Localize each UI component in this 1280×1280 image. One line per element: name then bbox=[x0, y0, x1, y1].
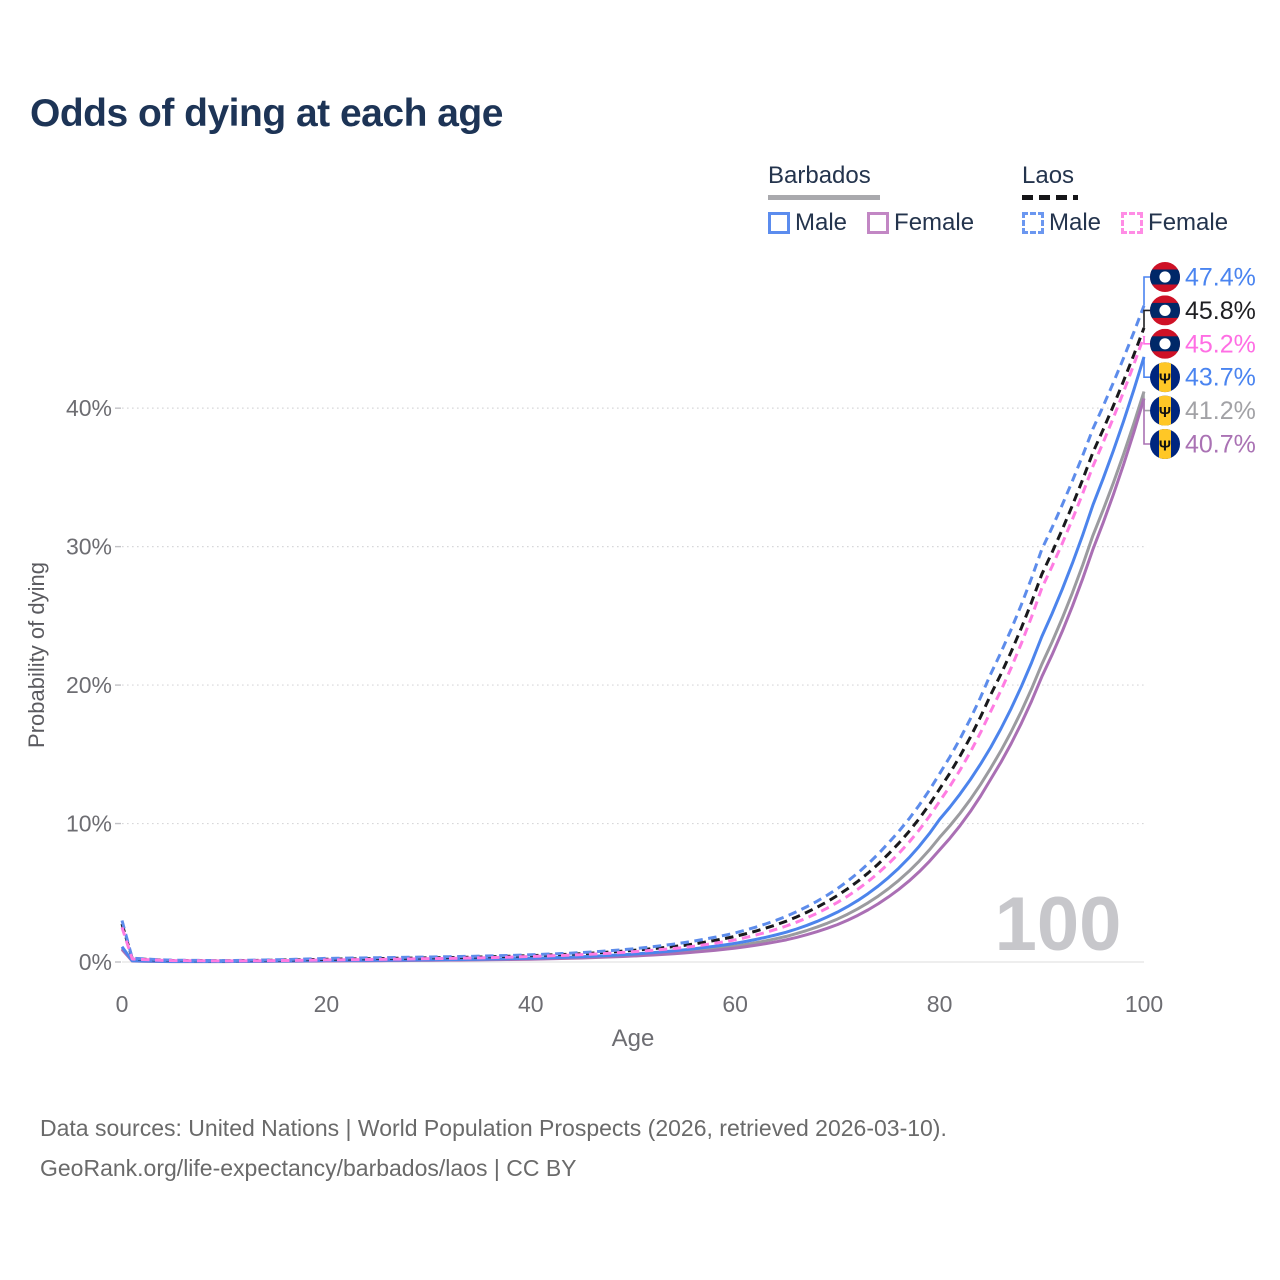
barbados-flag-icon: Ψ bbox=[1150, 395, 1180, 426]
legend-swatch-laos-male[interactable] bbox=[1022, 212, 1044, 234]
curve-barbados-both-sexes bbox=[120, 391, 1146, 964]
curve-laos-both-sexes bbox=[120, 327, 1146, 963]
y-axis-title: Probability of dying bbox=[24, 562, 49, 748]
legend-group-laos: Laos Male Female bbox=[1022, 162, 1228, 237]
legend-swatch-barbados-female[interactable] bbox=[867, 212, 890, 234]
x-tick-label: 20 bbox=[314, 991, 340, 1017]
attribution-line: GeoRank.org/life-expectancy/barbados/lao… bbox=[40, 1155, 577, 1181]
legend-label-barbados-male[interactable]: Male bbox=[795, 209, 848, 236]
legend-swatch-laos-female[interactable] bbox=[1121, 212, 1144, 234]
age-counter-watermark: 100 bbox=[995, 882, 1122, 967]
end-value-label: 45.2% bbox=[1185, 330, 1256, 358]
svg-text:Ψ: Ψ bbox=[1159, 371, 1171, 388]
legend-underline-laos bbox=[1022, 195, 1078, 200]
laos-flag-icon bbox=[1150, 328, 1180, 359]
y-tick-label: 0% bbox=[79, 949, 112, 975]
y-tick-label: 10% bbox=[66, 811, 112, 837]
label-connector bbox=[1143, 398, 1150, 445]
label-connector bbox=[1143, 276, 1150, 306]
legend-label-laos-female[interactable]: Female bbox=[1148, 209, 1229, 236]
x-tick-label: 40 bbox=[518, 991, 544, 1017]
x-tick-label: 60 bbox=[722, 991, 748, 1017]
barbados-flag-icon: Ψ bbox=[1150, 429, 1180, 459]
source-line: Data sources: United Nations | World Pop… bbox=[40, 1115, 947, 1141]
svg-text:Ψ: Ψ bbox=[1159, 438, 1171, 455]
label-connector bbox=[1143, 336, 1150, 345]
curve-laos-female bbox=[120, 335, 1146, 963]
label-connector bbox=[1143, 356, 1150, 378]
y-tick-label: 40% bbox=[66, 395, 112, 421]
x-axis-title: Age bbox=[612, 1025, 655, 1052]
curve-laos-male bbox=[120, 305, 1146, 963]
label-connector bbox=[1143, 391, 1150, 412]
legend-title-barbados[interactable]: Barbados bbox=[768, 162, 871, 189]
laos-flag-icon bbox=[1150, 262, 1180, 292]
curve-barbados-female bbox=[120, 398, 1146, 964]
x-tick-label: 80 bbox=[927, 991, 953, 1017]
end-value-label: 40.7% bbox=[1185, 431, 1256, 459]
y-tick-label: 20% bbox=[66, 672, 112, 698]
curve-barbados-male bbox=[120, 356, 1146, 963]
legend-label-laos-male[interactable]: Male bbox=[1049, 209, 1102, 236]
y-tick-label: 30% bbox=[66, 534, 112, 560]
page-title: Odds of dying at each age bbox=[30, 92, 503, 135]
end-value-label: 43.7% bbox=[1185, 364, 1256, 392]
end-value-label: 41.2% bbox=[1185, 397, 1256, 425]
legend-title-laos[interactable]: Laos bbox=[1022, 162, 1075, 189]
x-tick-label: 100 bbox=[1125, 991, 1163, 1017]
label-connector bbox=[1143, 309, 1150, 328]
barbados-flag-icon: Ψ bbox=[1150, 362, 1180, 393]
data-source-note: Data sources: United Nations | World Pop… bbox=[40, 1108, 947, 1188]
laos-flag-icon bbox=[1150, 295, 1180, 326]
end-value-label: 45.8% bbox=[1185, 297, 1256, 325]
x-tick-label: 0 bbox=[116, 991, 129, 1017]
svg-text:Ψ: Ψ bbox=[1159, 404, 1171, 421]
legend-swatch-barbados-male[interactable] bbox=[768, 212, 790, 234]
legend-group-barbados: Barbados Male Female bbox=[768, 162, 974, 237]
legend-underline-barbados bbox=[768, 195, 880, 200]
end-value-label: 47.4% bbox=[1185, 264, 1256, 292]
legend-label-barbados-female[interactable]: Female bbox=[894, 209, 975, 236]
